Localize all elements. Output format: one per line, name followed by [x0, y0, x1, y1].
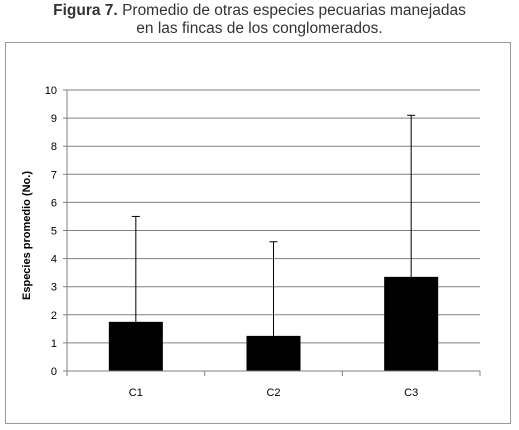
- y-tick-label: 8: [51, 141, 57, 153]
- y-axis-title: Especies promedio (No.): [21, 171, 33, 300]
- y-axis-ticks: 0 1 2 3 4 5 6 7 8 9 10: [45, 85, 67, 378]
- x-tick-label: C3: [404, 387, 418, 399]
- figure-caption: Figura 7. Promedio de otras especies pec…: [0, 2, 519, 38]
- caption-line-1: Figura 7. Promedio de otras especies pec…: [0, 2, 519, 20]
- y-tick-label: 3: [51, 282, 57, 294]
- y-tick-label: 0: [51, 366, 57, 378]
- bar-c2: [246, 335, 301, 371]
- error-bars: [131, 114, 416, 336]
- y-tick-label: 7: [51, 169, 57, 181]
- bars: [108, 276, 439, 371]
- y-tick-label: 10: [45, 85, 57, 97]
- caption-line-2: en las fincas de los conglomerados.: [136, 20, 383, 37]
- y-tick-label: 1: [51, 338, 57, 350]
- y-tick-label: 2: [51, 310, 57, 322]
- x-axis-ticks: C1 C2 C3: [66, 371, 481, 399]
- bar-c1: [108, 321, 163, 371]
- x-tick-label: C2: [266, 387, 280, 399]
- caption-label: Figura 7.: [53, 2, 118, 19]
- chart-frame: [5, 42, 511, 424]
- axes: [66, 90, 480, 372]
- y-tick-label: 5: [51, 226, 57, 238]
- y-tick-label: 4: [51, 254, 57, 266]
- y-tick-label: 9: [51, 113, 57, 125]
- bar-c3: [384, 276, 439, 371]
- x-tick-label: C1: [129, 387, 143, 399]
- y-tick-label: 6: [51, 197, 57, 209]
- caption-text-1: Promedio de otras especies pecuarias man…: [122, 2, 466, 19]
